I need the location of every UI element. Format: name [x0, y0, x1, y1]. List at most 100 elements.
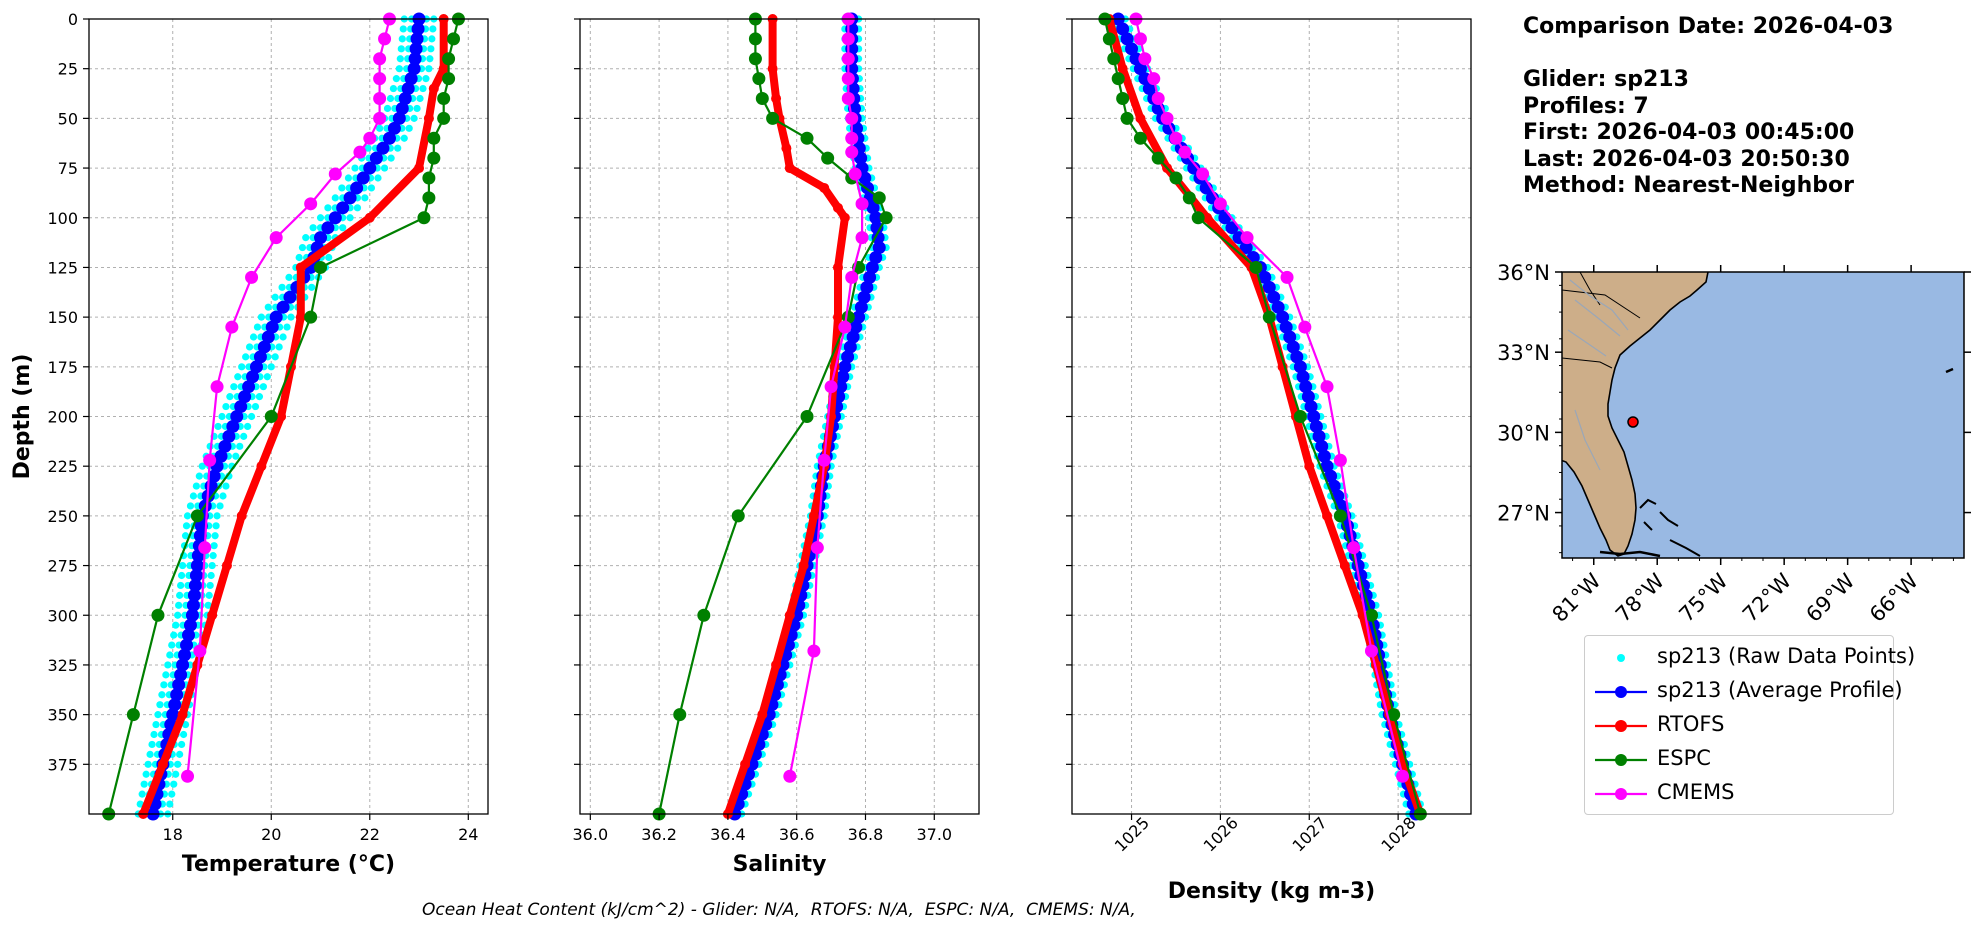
salinity-rtofs-marker: [832, 202, 843, 213]
temperature-glider-marker: [207, 469, 221, 483]
temperature-glider-marker: [328, 211, 342, 225]
density-glider-marker: [1301, 390, 1315, 404]
density-grid: [1072, 18, 1471, 814]
salinity-espc-marker: [800, 131, 814, 145]
temperature-glider-marker: [214, 449, 228, 463]
salinity-cmems-marker: [845, 111, 859, 125]
legend-label-espc: ESPC: [1657, 746, 1711, 770]
salinity-espc-marker: [673, 708, 687, 722]
temperature-rtofs-marker: [177, 709, 188, 720]
temperature-raw-point: [316, 214, 325, 222]
salinity-tick-label: 36.0: [573, 825, 609, 844]
temperature-glider-marker: [407, 62, 421, 76]
temperature-glider-marker: [172, 678, 186, 692]
salinity-glider-marker: [863, 270, 877, 284]
legend-cmems-marker: [1615, 788, 1627, 800]
density-glider-marker: [1125, 42, 1139, 56]
temperature-espc-marker: [417, 211, 431, 225]
salinity-cmems-marker: [855, 231, 869, 245]
temperature-raw-point: [170, 631, 178, 639]
temperature-raw-point: [174, 611, 182, 619]
temperature-raw-point: [346, 214, 354, 222]
salinity-glider-marker: [869, 251, 883, 264]
temperature-raw-point: [386, 94, 395, 103]
legend-item-rtofs: RTOFS: [1585, 708, 1893, 742]
density-espc-marker: [1120, 111, 1134, 125]
temperature-glider-marker: [230, 410, 244, 423]
first-time: First: 2026-04-03 00:45:00: [1523, 120, 1855, 145]
temperature-glider-marker: [387, 121, 401, 135]
map-bahamas: [1639, 498, 1701, 557]
salinity-glider-marker: [846, 82, 860, 96]
temperature-cmems-marker: [373, 72, 387, 86]
temperature-raw-point: [338, 184, 346, 192]
temperature-espc-marker: [304, 310, 318, 324]
temperature-glider-marker: [350, 181, 364, 195]
temperature-raw-point: [138, 790, 146, 798]
depth-tick-label: 175: [47, 358, 78, 377]
density-rtofs-marker: [1304, 461, 1315, 472]
temperature-espc-marker: [447, 32, 461, 46]
density-cmems-marker: [1196, 167, 1210, 181]
temperature-raw-point: [210, 542, 218, 550]
density-espc-marker: [1151, 151, 1165, 165]
density-rtofs-marker: [1322, 510, 1333, 521]
temperature-raw-point: [175, 601, 183, 609]
temperature-raw-point: [168, 790, 176, 798]
legend-label-glider: sp213 (Average Profile): [1657, 678, 1903, 702]
density-cmems-marker: [1151, 92, 1165, 105]
temperature-raw-point: [259, 383, 267, 391]
salinity-glider-marker: [849, 320, 863, 334]
salinity-panel: 36.0 36.2 36.4 36.6 36.8 37.0 Salinity: [573, 12, 980, 877]
temperature-raw-point: [287, 313, 295, 321]
temperature-raw-point: [166, 651, 174, 659]
legend-item-espc: ESPC: [1585, 742, 1893, 776]
density-espc-marker: [1249, 260, 1263, 274]
density-espc-marker: [1116, 92, 1130, 105]
temperature-cmems-marker: [328, 167, 342, 181]
temperature-glider-marker: [376, 141, 390, 155]
temperature-raw-point: [162, 671, 170, 679]
temperature-raw-point: [219, 492, 227, 500]
temperature-raw-point: [242, 353, 250, 361]
temperature-rtofs-marker: [256, 461, 267, 472]
temperature-raw-point: [170, 780, 178, 788]
map-lon-label: 78°W: [1611, 569, 1669, 627]
temperature-raw-point: [398, 35, 406, 43]
temperature-raw-point: [211, 532, 219, 540]
temperature-glider-marker: [242, 380, 256, 394]
temperature-raw-point: [351, 164, 359, 172]
density-cmems-marker: [1280, 270, 1294, 284]
temperature-raw-point: [216, 502, 224, 510]
density-cmems-marker: [1213, 197, 1227, 211]
temperature-raw-point: [232, 452, 240, 460]
temperature-espc-marker: [422, 191, 436, 205]
salinity-glider-marker: [872, 241, 886, 255]
temperature-cmems-marker: [193, 644, 207, 658]
temperature-raw-point: [142, 770, 150, 778]
temperature-glider-marker: [170, 688, 184, 702]
temperature-espc-marker: [126, 708, 140, 722]
temperature-raw-point: [302, 234, 310, 242]
temperature-raw-point: [399, 25, 407, 33]
density-glider-marker: [1116, 22, 1130, 36]
glider-name: Glider: sp213: [1523, 67, 1689, 92]
temperature-glider-marker: [404, 72, 418, 86]
temperature-raw-point: [429, 25, 437, 33]
temperature-raw-point: [160, 681, 168, 689]
density-cmems-marker: [1396, 769, 1410, 783]
temperature-tick-label: 18: [163, 825, 183, 844]
map-lon-label: 81°W: [1548, 569, 1606, 627]
depth-tick-label: 25: [58, 60, 78, 79]
temperature-espc-marker: [151, 608, 165, 622]
density-glider-marker: [1327, 479, 1341, 493]
location-map: 36°N 33°N 30°N 27°N 81°W 78°W 75°W 72°W 69°W 66°W: [1497, 261, 1971, 627]
density-glider-marker: [1309, 419, 1323, 433]
temperature-glider-marker: [188, 578, 202, 592]
salinity-rtofs-marker: [832, 312, 843, 323]
map-bermuda: [1945, 367, 1954, 374]
salinity-glider-marker: [854, 300, 868, 314]
salinity-espc-marker: [766, 111, 780, 125]
density-glider-marker: [1296, 370, 1310, 384]
legend-label-raw: sp213 (Raw Data Points): [1657, 644, 1916, 668]
